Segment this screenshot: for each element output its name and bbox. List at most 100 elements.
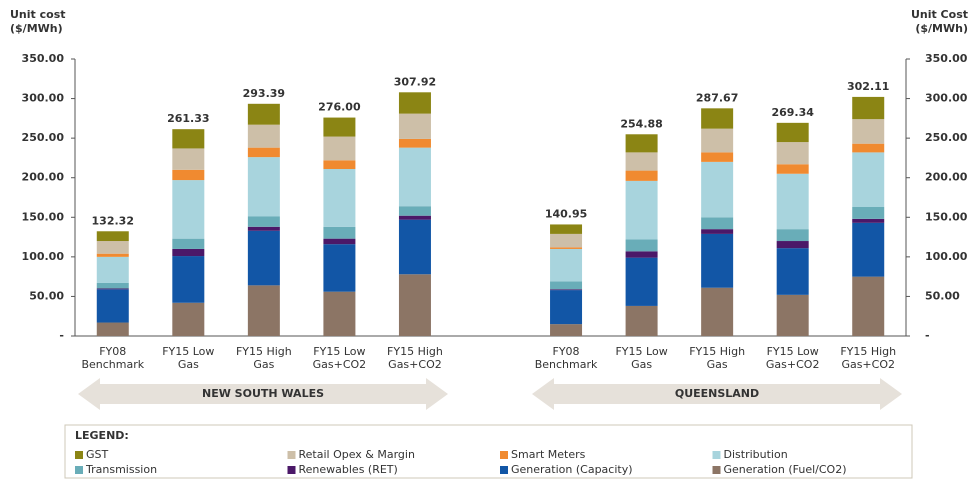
y2-tick-label: 250.00 [925, 131, 968, 144]
total-label: 132.32 [92, 214, 134, 227]
bar-segment [625, 180, 658, 240]
y-tick-label: 300.00 [22, 92, 65, 105]
bar-segment [323, 136, 356, 161]
bar-segment [172, 248, 205, 257]
bar-segment [323, 238, 356, 245]
y2-axis-title: Unit Cost [911, 8, 968, 21]
bar-segment [247, 216, 280, 227]
bar-segment [323, 117, 356, 137]
legend-title: LEGEND: [75, 429, 129, 442]
bar-segment [172, 302, 205, 336]
bar-segment [323, 226, 356, 239]
bar-segment [550, 233, 583, 248]
bar-segment [550, 247, 583, 249]
bar-segment [776, 248, 809, 295]
legend-label: Generation (Fuel/CO2) [724, 463, 847, 476]
y-tick-label: 50.00 [29, 289, 64, 302]
bar-segment [852, 222, 885, 277]
bar-segment [701, 229, 734, 234]
x-tick-label: FY15 Low Gas [162, 345, 214, 371]
total-label: 302.11 [847, 80, 889, 93]
y-axis-title: Unit cost [10, 8, 66, 21]
y2-tick-label: 150.00 [925, 210, 968, 223]
x-tick-label: FY15 Low Gas [615, 345, 667, 371]
y-tick-label: 350.00 [22, 52, 65, 65]
bar-segment [247, 103, 280, 125]
total-label: 307.92 [394, 75, 436, 88]
y-tick-label: 100.00 [22, 250, 65, 263]
bar-segment [398, 215, 431, 220]
legend-swatch [500, 451, 508, 459]
bar-segment [776, 142, 809, 165]
bar-segment [625, 305, 658, 336]
y2-tick-label: 50.00 [925, 289, 960, 302]
y2-tick-label: 200.00 [925, 171, 968, 184]
y2-tick-label: 350.00 [925, 52, 968, 65]
y-tick-label: 200.00 [22, 171, 65, 184]
bar-segment [625, 239, 658, 252]
legend-swatch [287, 451, 296, 459]
bar-segment [247, 285, 280, 336]
bar-segment [398, 219, 431, 275]
region-label: QUEENSLAND [675, 387, 759, 400]
total-label: 269.34 [771, 106, 814, 119]
bar-segment [701, 152, 734, 162]
bar-segment [323, 169, 356, 227]
bar-segment [172, 238, 205, 249]
bar-segment [852, 143, 885, 153]
legend-label: Distribution [724, 448, 788, 461]
bar-segment [852, 152, 885, 207]
bar-segment [398, 138, 431, 148]
x-tick-label: FY08 Benchmark [535, 345, 598, 371]
bar-segment [323, 160, 356, 170]
bar-segment [625, 251, 658, 258]
bar-segment [852, 218, 885, 223]
bar-segment [701, 233, 734, 288]
bar-segment [398, 113, 431, 139]
bar-segment [96, 322, 129, 336]
bar-segment [701, 287, 734, 336]
total-label: 254.88 [620, 117, 662, 130]
bar-segment [776, 122, 809, 143]
region-label: NEW SOUTH WALES [202, 387, 324, 400]
bar-segment [398, 92, 431, 114]
x-tick-label: FY08 Benchmark [81, 345, 144, 371]
bar-segment [247, 147, 280, 158]
legend-swatch [75, 466, 83, 474]
bar-segment [172, 256, 205, 303]
bar-segment [852, 276, 885, 336]
bar-segment [323, 244, 356, 292]
legend-label: Renewables (RET) [299, 463, 398, 476]
bar-segment [96, 289, 129, 323]
bar-segment [96, 282, 129, 289]
bar-segment [172, 169, 205, 181]
total-label: 287.67 [696, 91, 738, 104]
bar-segment [550, 290, 583, 325]
bar-segment [96, 253, 129, 257]
bar-segment [323, 291, 356, 336]
bar-segment [172, 129, 205, 149]
legend-swatch [500, 466, 508, 474]
legend-swatch [287, 466, 296, 474]
legend-swatch [712, 466, 721, 474]
bar-segment [852, 96, 885, 120]
bar-segment [776, 164, 809, 174]
x-tick-label: FY15 High Gas [689, 345, 745, 371]
y-tick-label: - [59, 329, 64, 342]
bar-segment [776, 294, 809, 336]
y2-tick-label: - [925, 329, 930, 342]
bar-segment [550, 289, 583, 291]
legend-label: Retail Opex & Margin [299, 448, 415, 461]
bar-segment [247, 226, 280, 231]
bar-segment [247, 230, 280, 286]
bar-segment [398, 274, 431, 336]
y2-axis-title: ($/MWh) [915, 22, 968, 35]
y-axis-title: ($/MWh) [10, 22, 63, 35]
total-label: 140.95 [545, 207, 587, 220]
legend-box [64, 424, 913, 479]
bar-segment [398, 147, 431, 207]
x-tick-label: FY15 High Gas+CO2 [387, 345, 443, 371]
x-tick-label: FY15 High Gas+CO2 [840, 345, 896, 371]
y2-tick-label: 300.00 [925, 92, 968, 105]
